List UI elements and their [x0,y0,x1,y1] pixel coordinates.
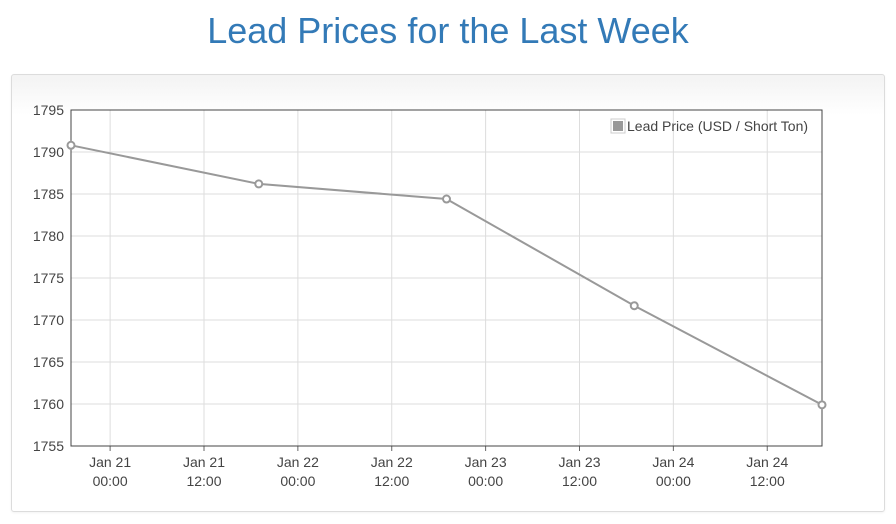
page-title: Lead Prices for the Last Week [207,10,689,51]
axes: 1795 1790 1785 1780 1775 1770 1765 1760 1755 Jan … [33,102,823,489]
y-tick-label: 1795 [33,102,64,118]
data-point [629,301,639,311]
x-tick-label-time: 12:00 [186,473,221,489]
data-point [254,179,264,189]
y-tick-label: 1780 [33,228,64,244]
x-tick-label-time: 00:00 [93,473,128,489]
y-tick-label: 1785 [33,186,64,202]
x-tick-label-date: Jan 21 [183,454,225,470]
y-tick-label: 1770 [33,312,64,328]
y-tick-label: 1760 [33,396,64,412]
x-tick-label-time: 12:00 [750,473,785,489]
data-point [442,194,451,204]
x-tick-label-time: 12:00 [562,473,597,489]
grid [71,109,822,447]
plot-border [70,109,823,447]
x-tick-label-date: Jan 21 [89,454,131,470]
y-tick-label: 1755 [33,438,64,454]
x-tick-label-time: 00:00 [280,473,315,489]
x-tick-label-date: Jan 23 [558,454,600,470]
x-tick-label-date: Jan 24 [746,454,788,470]
x-tick-label-date: Jan 24 [652,454,694,470]
x-tick-label-time: 12:00 [374,473,409,489]
data-point [66,140,76,150]
legend[interactable]: Lead Price (USD / Short Ton) [610,118,808,134]
legend-label: Lead Price (USD / Short Ton) [627,118,808,134]
x-tick-label-date: Jan 23 [465,454,507,470]
legend-swatch [613,121,623,131]
x-tick-label-date: Jan 22 [371,454,413,470]
series [66,140,827,410]
y-tick-label: 1775 [33,270,64,286]
x-tick-label-date: Jan 22 [277,454,319,470]
y-tick-label: 1790 [33,144,64,160]
x-tick-label-time: 00:00 [656,473,691,489]
x-tick-label-time: 00:00 [468,473,503,489]
y-tick-label: 1765 [33,354,64,370]
data-point [817,400,827,410]
